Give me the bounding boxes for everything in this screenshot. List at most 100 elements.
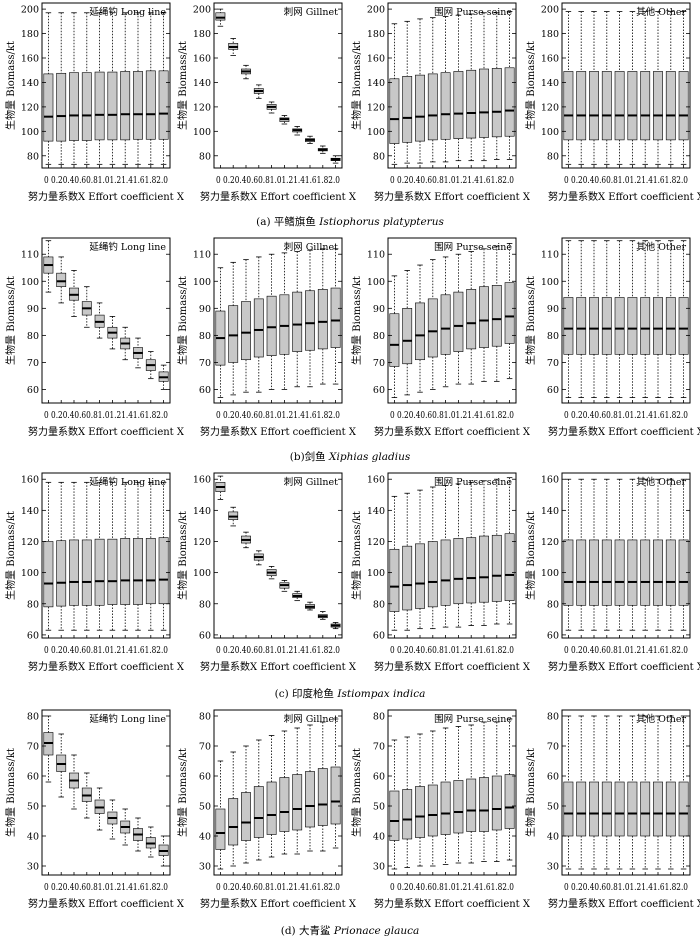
y-tick-label: 80 — [547, 151, 559, 162]
x-tick-labels: 0 0.20.40.60.81.01.21.41.61.82.0 — [216, 882, 340, 893]
box — [402, 308, 413, 365]
caption-prefix: (b)剑鱼 — [290, 450, 329, 463]
box — [228, 798, 239, 846]
caption-latin-name: Istiompax indica — [336, 688, 425, 700]
plot-frame — [387, 237, 517, 404]
box — [145, 538, 156, 605]
y-tick-label: 60 — [199, 772, 211, 783]
y-tick-label: 140 — [193, 78, 211, 89]
y-tick-label: 200 — [367, 5, 385, 16]
panel-3-1: 30 40 50 60 70 80 0 0.20.40.60.81.01.21.41.61.… — [176, 709, 357, 910]
panel-1-3: 60 70 80 90 100 110 0 0.20.40.60.81.01.21.41.6… — [524, 237, 700, 438]
panel-1-0: 60 70 80 90 100 110 0 0.20.40.60.81.01.21.41.6… — [4, 237, 185, 438]
box — [678, 71, 689, 141]
box — [107, 538, 118, 605]
box — [589, 71, 599, 141]
y-tick-label: 30 — [199, 862, 211, 873]
panel-2-1: 60 80 100 120 140 160 0 0.20.40.60.81.01.21.41… — [176, 472, 357, 673]
box — [665, 781, 676, 837]
y-tick-label: 70 — [27, 358, 39, 369]
y-tick-label: 160 — [541, 54, 559, 65]
box — [601, 71, 612, 141]
box — [491, 68, 502, 138]
y-tick-label: 110 — [193, 250, 211, 261]
y-tick-label: 100 — [21, 568, 39, 579]
box — [402, 789, 413, 840]
caption-prefix: (d) 大青鲨 — [281, 924, 334, 937]
y-tick-label: 160 — [193, 475, 211, 486]
y-tick-label: 140 — [21, 78, 39, 89]
x-tick-labels: 0 0.20.40.60.81.01.21.41.61.82.0 — [390, 645, 514, 656]
y-tick-label: 90 — [373, 304, 385, 315]
y-tick-label: 120 — [21, 102, 39, 113]
y-tick-label: 120 — [541, 537, 559, 548]
box — [389, 790, 400, 841]
box — [279, 294, 290, 355]
box — [292, 774, 303, 831]
x-tick-labels: 0 0.20.40.60.81.01.21.41.61.82.0 — [564, 175, 688, 186]
plot-frame — [561, 472, 691, 639]
y-tick-label: 70 — [547, 742, 559, 753]
box — [576, 297, 587, 355]
y-axis-title: 生物量 Biomass/kt — [176, 276, 189, 365]
box — [241, 301, 251, 361]
x-axis-title: 努力量系数X Effort coefficient X — [548, 425, 700, 438]
box — [614, 71, 625, 141]
row-caption: (a) 平鳍旗鱼 Istiophorus platypterus — [256, 215, 444, 228]
box — [389, 78, 400, 144]
panel-title: 刺网 Gillnet — [284, 7, 338, 18]
box — [453, 71, 464, 139]
y-tick-label: 80 — [27, 331, 39, 342]
y-tick-label: 100 — [367, 568, 385, 579]
box — [415, 786, 425, 838]
y-tick-label: 180 — [193, 29, 211, 40]
y-axis-title: 生物量 Biomass/kt — [176, 41, 189, 130]
box — [614, 539, 625, 606]
y-tick-label: 80 — [27, 599, 39, 610]
x-axis-title: 努力量系数X Effort coefficient X — [374, 425, 531, 438]
y-tick-label: 80 — [373, 331, 385, 342]
box — [491, 534, 502, 602]
y-axis-title: 生物量 Biomass/kt — [524, 511, 537, 600]
y-tick-label: 30 — [547, 862, 559, 873]
box — [145, 70, 156, 140]
box — [479, 535, 489, 603]
plot-frame — [41, 237, 171, 404]
box — [427, 784, 438, 837]
x-axis-title: 努力量系数X Effort coefficient X — [28, 190, 185, 203]
box — [389, 548, 400, 612]
row-caption: (d) 大青鲨 Prionace glauca — [281, 924, 420, 937]
box — [491, 775, 502, 831]
box — [94, 538, 105, 606]
box — [427, 73, 438, 141]
box — [440, 539, 451, 606]
y-tick-label: 60 — [373, 630, 385, 641]
y-tick-label: 140 — [541, 506, 559, 517]
box — [292, 291, 303, 352]
plot-frame — [41, 709, 171, 876]
y-axis-title: 生物量 Biomass/kt — [176, 748, 189, 837]
y-axis-title: 生物量 Biomass/kt — [4, 511, 17, 600]
box — [563, 297, 574, 355]
box — [317, 289, 328, 350]
y-axis-title: 生物量 Biomass/kt — [524, 41, 537, 130]
box — [479, 68, 489, 138]
y-tick-label: 80 — [373, 151, 385, 162]
box — [627, 781, 638, 837]
box — [158, 70, 169, 140]
box — [640, 539, 651, 606]
box — [81, 539, 92, 606]
y-tick-label: 120 — [21, 537, 39, 548]
y-axis-title: 生物量 Biomass/kt — [524, 276, 537, 365]
x-tick-labels: 0 0.20.40.60.81.01.21.41.61.82.0 — [564, 645, 688, 656]
box — [589, 539, 599, 606]
box — [504, 282, 515, 344]
box — [491, 285, 502, 347]
y-tick-label: 100 — [21, 127, 39, 138]
panel-title: 围网 Purse seine — [434, 477, 512, 488]
box — [614, 781, 625, 837]
x-tick-labels: 0 0.20.40.60.81.01.21.41.61.82.0 — [216, 175, 340, 186]
caption-latin-name: Xiphias gladius — [328, 451, 411, 463]
y-tick-label: 140 — [367, 506, 385, 517]
y-tick-label: 160 — [21, 475, 39, 486]
